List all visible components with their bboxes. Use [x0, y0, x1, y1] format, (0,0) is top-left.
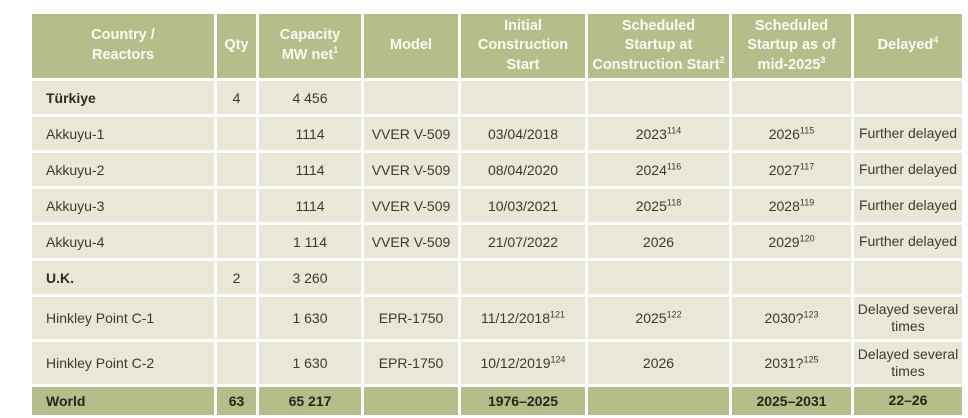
header-model: Model: [364, 14, 458, 78]
cell-construction-start: 10/03/2021: [461, 189, 585, 222]
row-akkuyu-1: Akkuyu-1 1114 VVER V-509 03/04/2018 2023…: [32, 117, 962, 150]
cell-model: VVER V-509: [364, 225, 458, 258]
reactor-construction-table: Country / Reactors Qty Capacity MW net1 …: [29, 11, 965, 418]
cell-delayed: 22–26: [854, 387, 962, 415]
cell-model: [364, 387, 458, 415]
cell-delayed: Further delayed: [854, 225, 962, 258]
cell-construction-start: 1976–2025: [461, 387, 585, 415]
cell-capacity: 3 260: [259, 261, 361, 294]
cell-qty: [217, 297, 256, 339]
cell-delayed: Delayed several times: [854, 297, 962, 339]
cell-delayed: [854, 261, 962, 294]
cell-startup-at-start: 2023114: [588, 117, 729, 150]
cell-capacity: 1114: [259, 189, 361, 222]
cell-model: VVER V-509: [364, 117, 458, 150]
cell-startup-mid-2025: 2026115: [732, 117, 851, 150]
cell-capacity: 1 630: [259, 342, 361, 384]
cell-startup-at-start: 2026: [588, 225, 729, 258]
cell-delayed: Delayed several times: [854, 342, 962, 384]
cell-qty: [217, 342, 256, 384]
cell-model: EPR-1750: [364, 342, 458, 384]
cell-country: World: [32, 387, 214, 415]
cell-model: EPR-1750: [364, 297, 458, 339]
header-startup-mid-2025: Scheduled Startup as of mid-20253: [732, 14, 851, 78]
cell-startup-mid-2025: 2028119: [732, 189, 851, 222]
header-construction-start: Initial Construction Start: [461, 14, 585, 78]
cell-startup-at-start: [588, 81, 729, 114]
row-akkuyu-3: Akkuyu-3 1114 VVER V-509 10/03/2021 2025…: [32, 189, 962, 222]
cell-country: Hinkley Point C-2: [32, 342, 214, 384]
cell-construction-start: 08/04/2020: [461, 153, 585, 186]
row-akkuyu-4: Akkuyu-4 1 114 VVER V-509 21/07/2022 202…: [32, 225, 962, 258]
cell-startup-mid-2025: 2030?123: [732, 297, 851, 339]
cell-capacity: 1 114: [259, 225, 361, 258]
cell-country: Akkuyu-1: [32, 117, 214, 150]
cell-capacity: 4 456: [259, 81, 361, 114]
row-uk: U.K. 2 3 260: [32, 261, 962, 294]
cell-startup-at-start: 2024116: [588, 153, 729, 186]
row-turkiye: Türkiye 4 4 456: [32, 81, 962, 114]
cell-country: Akkuyu-4: [32, 225, 214, 258]
cell-construction-start: [461, 261, 585, 294]
cell-qty: 2: [217, 261, 256, 294]
header-startup-at-construction-start: Scheduled Startup at Construction Start2: [588, 14, 729, 78]
cell-delayed: [854, 81, 962, 114]
cell-startup-at-start: [588, 261, 729, 294]
cell-startup-at-start: 2026: [588, 342, 729, 384]
cell-country: U.K.: [32, 261, 214, 294]
header-delayed: Delayed4: [854, 14, 962, 78]
cell-startup-at-start: [588, 387, 729, 415]
cell-construction-start: 03/04/2018: [461, 117, 585, 150]
cell-construction-start: 11/12/2018121: [461, 297, 585, 339]
row-world-total: World 63 65 217 1976–2025 2025–2031 22–2…: [32, 387, 962, 415]
cell-delayed: Further delayed: [854, 117, 962, 150]
cell-qty: [217, 189, 256, 222]
header-country-reactors: Country / Reactors: [32, 14, 214, 78]
cell-capacity: 1114: [259, 153, 361, 186]
cell-capacity: 65 217: [259, 387, 361, 415]
table-header-row: Country / Reactors Qty Capacity MW net1 …: [32, 14, 962, 78]
cell-startup-mid-2025: 2029120: [732, 225, 851, 258]
cell-construction-start: [461, 81, 585, 114]
cell-capacity: 1114: [259, 117, 361, 150]
cell-model: [364, 261, 458, 294]
cell-construction-start: 10/12/2019124: [461, 342, 585, 384]
cell-qty: [217, 117, 256, 150]
cell-qty: [217, 225, 256, 258]
cell-startup-at-start: 2025122: [588, 297, 729, 339]
cell-startup-mid-2025: 2031?125: [732, 342, 851, 384]
cell-capacity: 1 630: [259, 297, 361, 339]
cell-qty: 63: [217, 387, 256, 415]
cell-country: Hinkley Point C-1: [32, 297, 214, 339]
cell-startup-mid-2025: 2025–2031: [732, 387, 851, 415]
row-akkuyu-2: Akkuyu-2 1114 VVER V-509 08/04/2020 2024…: [32, 153, 962, 186]
cell-model: VVER V-509: [364, 153, 458, 186]
row-hinkley-point-c2: Hinkley Point C-2 1 630 EPR-1750 10/12/2…: [32, 342, 962, 384]
cell-startup-mid-2025: 2027117: [732, 153, 851, 186]
cell-country: Akkuyu-2: [32, 153, 214, 186]
cell-startup-mid-2025: [732, 261, 851, 294]
cell-model: VVER V-509: [364, 189, 458, 222]
cell-construction-start: 21/07/2022: [461, 225, 585, 258]
cell-startup-mid-2025: [732, 81, 851, 114]
header-qty: Qty: [217, 14, 256, 78]
cell-delayed: Further delayed: [854, 153, 962, 186]
cell-qty: 4: [217, 81, 256, 114]
row-hinkley-point-c1: Hinkley Point C-1 1 630 EPR-1750 11/12/2…: [32, 297, 962, 339]
cell-country: Türkiye: [32, 81, 214, 114]
cell-delayed: Further delayed: [854, 189, 962, 222]
cell-country: Akkuyu-3: [32, 189, 214, 222]
cell-qty: [217, 153, 256, 186]
cell-startup-at-start: 2025118: [588, 189, 729, 222]
cell-model: [364, 81, 458, 114]
header-capacity: Capacity MW net1: [259, 14, 361, 78]
